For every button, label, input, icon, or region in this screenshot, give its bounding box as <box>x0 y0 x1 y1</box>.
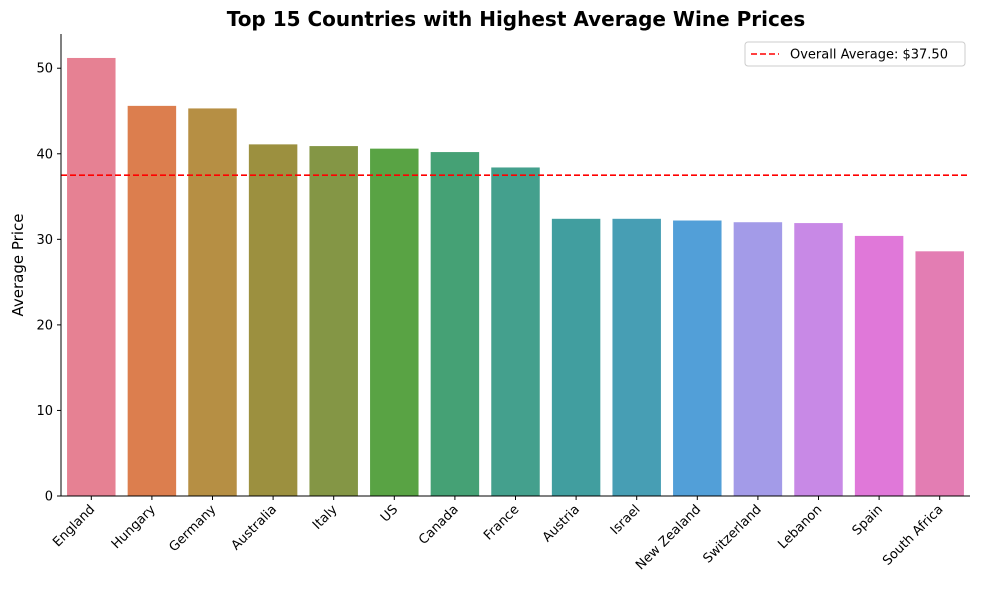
bar-italy <box>309 146 358 496</box>
y-tick-label: 30 <box>36 233 53 248</box>
bar-us <box>370 148 419 496</box>
bar-israel <box>612 218 661 497</box>
x-tick-label: England <box>50 502 98 550</box>
bar-hungary <box>127 105 177 497</box>
plot-area: 0 10 20 30 40 50 England Hungary Germany Australi… <box>36 34 970 573</box>
x-tick-label: Lebanon <box>775 502 825 552</box>
bar-spain <box>854 235 904 496</box>
y-tick-label: 10 <box>36 404 53 419</box>
bar-germany <box>188 108 237 497</box>
y-tick-label: 40 <box>36 147 53 162</box>
bar-france <box>491 167 540 496</box>
y-tick-label: 50 <box>36 62 53 77</box>
legend-frame <box>744 41 966 67</box>
legend-entry-overall-average: Overall Average: $37.50 <box>790 48 948 63</box>
x-tick-label: Canada <box>416 502 462 548</box>
x-tick-label: Austria <box>540 502 583 545</box>
bar-lebanon <box>794 223 843 496</box>
bar-canada <box>430 152 480 496</box>
x-tick-label: Israel <box>608 502 644 538</box>
y-tick-label: 20 <box>36 318 53 333</box>
x-tick-label: Spain <box>850 502 886 538</box>
x-tick-label: Switzerland <box>700 502 764 566</box>
bar-austria <box>551 218 601 497</box>
bar-switzerland <box>733 222 783 496</box>
legend: Overall Average: $37.50 <box>744 41 966 67</box>
x-tick-label: New Zealand <box>633 502 704 573</box>
bar-south-africa <box>915 251 964 496</box>
x-tick-label: South Africa <box>880 502 946 568</box>
x-tick-label: Germany <box>166 502 219 555</box>
bar-australia <box>248 144 298 496</box>
bar-new-zealand <box>673 220 722 496</box>
y-axis-label: Average Price <box>9 214 27 317</box>
y-tick-label: 0 <box>45 490 53 505</box>
x-tick-label: US <box>378 502 401 525</box>
bar-england <box>67 57 116 497</box>
x-tick-label: France <box>481 502 522 543</box>
x-tick-label: Hungary <box>109 502 159 552</box>
x-tick-label: Italy <box>310 502 341 533</box>
chart-title: Top 15 Countries with Highest Average Wi… <box>227 7 806 31</box>
x-tick-label: Australia <box>229 502 280 553</box>
